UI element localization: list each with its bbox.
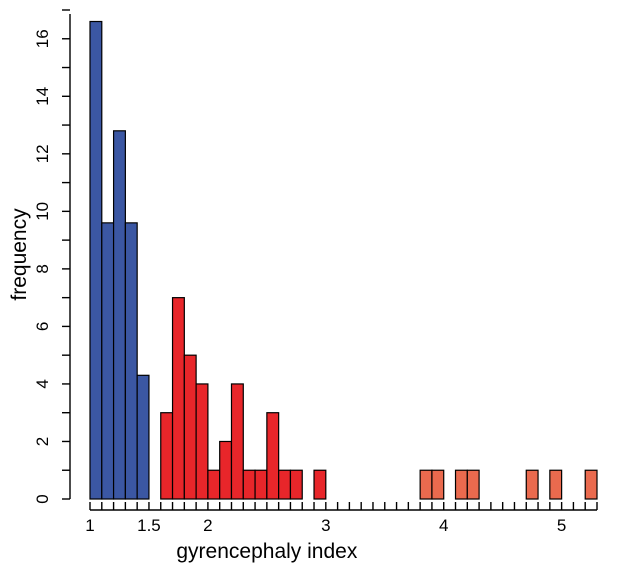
y-tick-label: 8 [33, 264, 52, 273]
y-tick-label: 14 [33, 87, 52, 106]
histogram-bar [419, 469, 433, 500]
histogram-bar [136, 374, 150, 500]
histogram-bar [584, 469, 598, 500]
histogram-bar [219, 440, 233, 500]
x-axis: 1 1.5 2 3 4 5 [85, 502, 598, 535]
x-tick-label: 5 [557, 516, 566, 535]
histogram-bar [454, 469, 468, 500]
histogram-bar [112, 130, 126, 500]
histogram-bar [242, 469, 256, 500]
x-tick-label: 3 [321, 516, 330, 535]
histogram-bar [266, 412, 280, 500]
x-tick-label: 1.5 [137, 516, 161, 535]
y-tick-label: 2 [33, 437, 52, 446]
histogram-bar [195, 383, 209, 500]
histogram-bar [525, 469, 539, 500]
histogram-bar [431, 469, 445, 500]
histogram-bar [549, 469, 563, 500]
y-tick-label: 12 [33, 144, 52, 163]
x-tick-label: 2 [203, 516, 212, 535]
y-axis-title: frequency [8, 208, 31, 301]
y-tick-label: 10 [33, 202, 52, 221]
histogram-bar [160, 412, 174, 500]
y-tick-label: 0 [33, 494, 52, 503]
histogram-bar [278, 469, 292, 500]
bars-layer [89, 20, 598, 500]
y-tick-label: 4 [33, 379, 52, 388]
y-tick-label: 6 [33, 322, 52, 331]
histogram-bar [89, 20, 103, 500]
y-tick-label: 16 [33, 29, 52, 48]
histogram-bar [466, 469, 480, 500]
histogram-bar [313, 469, 327, 500]
histogram-bar [183, 354, 197, 500]
histogram-bar [207, 469, 221, 500]
histogram-bar [101, 222, 115, 500]
histogram-bar [230, 383, 244, 500]
x-tick-label: 1 [85, 516, 94, 535]
x-tick-label: 4 [439, 516, 448, 535]
y-axis: 0 2 4 6 8 10 12 14 16 [33, 9, 71, 504]
histogram-bar [289, 469, 303, 500]
histogram-bar [124, 222, 138, 500]
histogram-bar [254, 469, 268, 500]
x-axis-title: gyrencephaly index [176, 540, 357, 563]
histogram-bar [171, 297, 185, 500]
